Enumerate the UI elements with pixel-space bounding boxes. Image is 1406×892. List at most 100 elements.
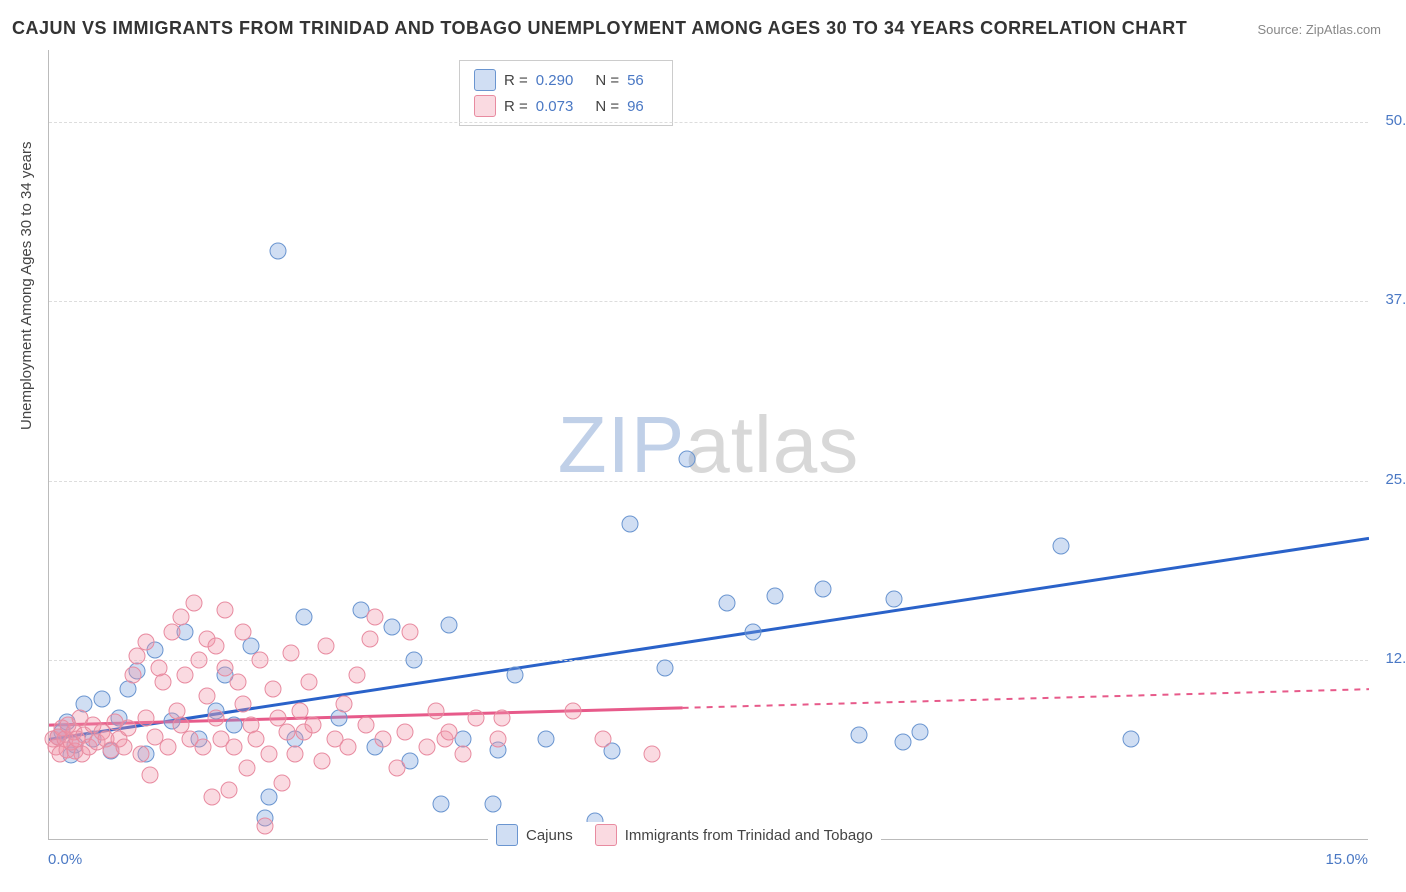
point-cajuns: [432, 796, 449, 813]
point-cajuns: [331, 709, 348, 726]
point-cajuns: [485, 796, 502, 813]
point-tt: [120, 719, 137, 736]
plot-area: ZIPatlas R = 0.290 N = 56 R = 0.073 N = …: [48, 50, 1368, 840]
point-tt: [278, 724, 295, 741]
point-tt: [441, 724, 458, 741]
r-value-tt: 0.073: [536, 98, 574, 115]
series-name-tt: Immigrants from Trinidad and Tobago: [625, 827, 873, 844]
point-tt: [142, 767, 159, 784]
y-tick-label: 25.0%: [1373, 471, 1406, 488]
point-tt: [419, 738, 436, 755]
point-tt: [225, 738, 242, 755]
point-tt: [124, 666, 141, 683]
point-cajuns: [296, 609, 313, 626]
point-tt: [300, 674, 317, 691]
point-tt: [208, 638, 225, 655]
point-cajuns: [679, 451, 696, 468]
x-tick-min: 0.0%: [48, 851, 82, 868]
point-tt: [291, 702, 308, 719]
point-tt: [164, 623, 181, 640]
point-cajuns: [745, 623, 762, 640]
point-tt: [287, 745, 304, 762]
point-tt: [221, 781, 238, 798]
point-tt: [199, 688, 216, 705]
y-tick-label: 50.0%: [1373, 112, 1406, 129]
point-tt: [129, 648, 146, 665]
point-cajuns: [441, 616, 458, 633]
legend-row-cajuns: R = 0.290 N = 56: [474, 67, 658, 93]
point-tt: [265, 681, 282, 698]
point-tt: [357, 717, 374, 734]
plot-surface: ZIPatlas R = 0.290 N = 56 R = 0.073 N = …: [48, 50, 1368, 840]
point-tt: [375, 731, 392, 748]
point-tt: [217, 659, 234, 676]
gridline: [49, 301, 1368, 302]
point-tt: [274, 774, 291, 791]
point-tt: [177, 666, 194, 683]
point-tt: [313, 753, 330, 770]
point-cajuns: [894, 734, 911, 751]
point-tt: [428, 702, 445, 719]
point-cajuns: [406, 652, 423, 669]
swatch-tt-bottom: [595, 824, 617, 846]
point-tt: [397, 724, 414, 741]
y-axis-label: Unemployment Among Ages 30 to 34 years: [18, 141, 35, 430]
point-cajuns: [507, 666, 524, 683]
point-tt: [159, 738, 176, 755]
legend-row-tt: R = 0.073 N = 96: [474, 93, 658, 119]
point-tt: [283, 645, 300, 662]
chart-container: CAJUN VS IMMIGRANTS FROM TRINIDAD AND TO…: [0, 0, 1406, 892]
point-tt: [388, 760, 405, 777]
correlation-legend: R = 0.290 N = 56 R = 0.073 N = 96: [459, 60, 673, 126]
point-tt: [467, 709, 484, 726]
point-tt: [137, 709, 154, 726]
point-tt: [115, 738, 132, 755]
point-tt: [173, 609, 190, 626]
point-tt: [186, 595, 203, 612]
series-name-cajuns: Cajuns: [526, 827, 573, 844]
point-tt: [247, 731, 264, 748]
point-cajuns: [93, 691, 110, 708]
point-tt: [349, 666, 366, 683]
point-cajuns: [225, 717, 242, 734]
point-tt: [252, 652, 269, 669]
point-cajuns: [912, 724, 929, 741]
point-tt: [137, 633, 154, 650]
gridline: [49, 660, 1368, 661]
point-tt: [366, 609, 383, 626]
point-cajuns: [538, 731, 555, 748]
point-tt: [489, 731, 506, 748]
point-tt: [133, 745, 150, 762]
legend-item-tt: Immigrants from Trinidad and Tobago: [595, 824, 873, 846]
point-cajuns: [384, 619, 401, 636]
series-legend: Cajuns Immigrants from Trinidad and Toba…: [488, 822, 881, 848]
n-value-tt: 96: [627, 98, 644, 115]
point-cajuns: [621, 516, 638, 533]
point-tt: [195, 738, 212, 755]
swatch-tt: [474, 95, 496, 117]
point-tt: [208, 709, 225, 726]
point-cajuns: [261, 788, 278, 805]
point-tt: [564, 702, 581, 719]
point-tt: [494, 709, 511, 726]
point-cajuns: [767, 587, 784, 604]
point-cajuns: [885, 590, 902, 607]
point-tt: [643, 745, 660, 762]
point-tt: [256, 817, 273, 834]
point-tt: [155, 674, 172, 691]
point-cajuns: [657, 659, 674, 676]
point-tt: [454, 745, 471, 762]
swatch-cajuns: [474, 69, 496, 91]
legend-item-cajuns: Cajuns: [496, 824, 573, 846]
point-tt: [203, 788, 220, 805]
point-cajuns: [269, 243, 286, 260]
point-tt: [318, 638, 335, 655]
watermark-atlas: atlas: [685, 400, 859, 489]
point-tt: [305, 717, 322, 734]
point-cajuns: [815, 580, 832, 597]
point-tt: [230, 674, 247, 691]
point-tt: [401, 623, 418, 640]
point-tt: [595, 731, 612, 748]
gridline: [49, 122, 1368, 123]
point-cajuns: [1123, 731, 1140, 748]
